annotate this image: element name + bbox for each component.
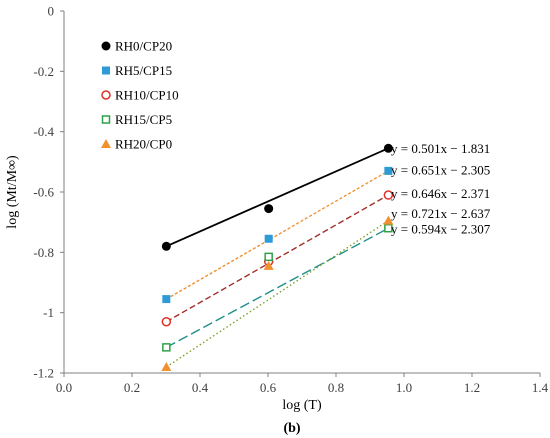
x-tick-label: 0.6: [260, 380, 277, 395]
equation-label: y = 0.721x − 2.637: [391, 206, 491, 221]
data-point: [263, 260, 274, 270]
x-tick-label: 0.8: [328, 380, 344, 395]
fit-line-rh20-cp0: [165, 220, 389, 368]
data-point: [161, 316, 172, 327]
data-point: [264, 204, 274, 214]
x-tick-label: 0.4: [192, 380, 209, 395]
legend-marker: [101, 90, 111, 100]
axes: 0.0 0.2 0.4 0.6 0.8 1.0 1.2 1.4 0 -0.2 -0.4 -0.6 -0.…: [33, 4, 548, 396]
legend-marker: [102, 66, 110, 75]
data-point: [162, 343, 171, 352]
fit-line-rh0-cp20: [165, 147, 389, 248]
data-point: [383, 215, 394, 225]
legend-marker: [101, 139, 111, 148]
figure-caption: (b): [283, 421, 300, 436]
equation-label: y = 0.501x − 1.831: [391, 141, 490, 156]
fit-line-rh15-cp5: [166, 227, 389, 348]
equation-label: y = 0.651x − 2.305: [391, 162, 490, 177]
equation-label: y = 0.594x − 2.307: [391, 222, 491, 237]
x-axis-title: log (T): [282, 398, 322, 413]
legend-marker: [101, 41, 111, 51]
data-point: [161, 361, 172, 371]
equation-labels: y = 0.501x − 1.831 y = 0.651x − 2.305 y = …: [391, 141, 491, 237]
x-tick-label: 0.0: [56, 380, 72, 395]
data-point: [264, 234, 273, 243]
y-tick-label: -0.6: [33, 185, 54, 200]
legend-label: RH20/CP0: [115, 137, 172, 152]
fit-line-rh5-cp15: [165, 170, 389, 300]
legend: RH0/CP20 RH5/CP15 RH10/CP10 RH15/CP5 RH20/CP…: [101, 39, 179, 152]
y-tick-label: -1: [43, 305, 54, 320]
fit-lines: [165, 147, 389, 368]
y-tick-label: -1.2: [33, 366, 54, 381]
data-point: [264, 252, 273, 262]
data-point: [384, 223, 393, 233]
x-tick-label: 1.2: [464, 380, 480, 395]
legend-label: RH0/CP20: [115, 39, 172, 54]
x-tick-label: 1.4: [532, 380, 549, 395]
equation-label: y = 0.646x − 2.371: [391, 186, 490, 201]
legend-label: RH10/CP10: [115, 88, 179, 103]
y-tick-label: -0.4: [33, 124, 54, 139]
y-tick-label: -0.2: [33, 64, 54, 79]
x-tick-label: 0.2: [124, 380, 140, 395]
legend-label: RH5/CP15: [115, 63, 172, 78]
data-point: [383, 143, 393, 153]
data-point: [162, 295, 171, 304]
legend-label: RH15/CP5: [115, 112, 172, 127]
fit-line-rh10-cp10: [165, 194, 389, 323]
data-points: [161, 143, 394, 371]
y-tick-label: 0: [48, 4, 55, 19]
legend-marker: [101, 115, 111, 124]
y-tick-label: -0.8: [33, 245, 54, 260]
data-point: [384, 166, 393, 175]
y-axis-title: log (Mt/M∞): [5, 155, 20, 229]
x-tick-label: 1.0: [396, 380, 412, 395]
data-point: [161, 241, 171, 251]
data-point: [383, 190, 394, 200]
